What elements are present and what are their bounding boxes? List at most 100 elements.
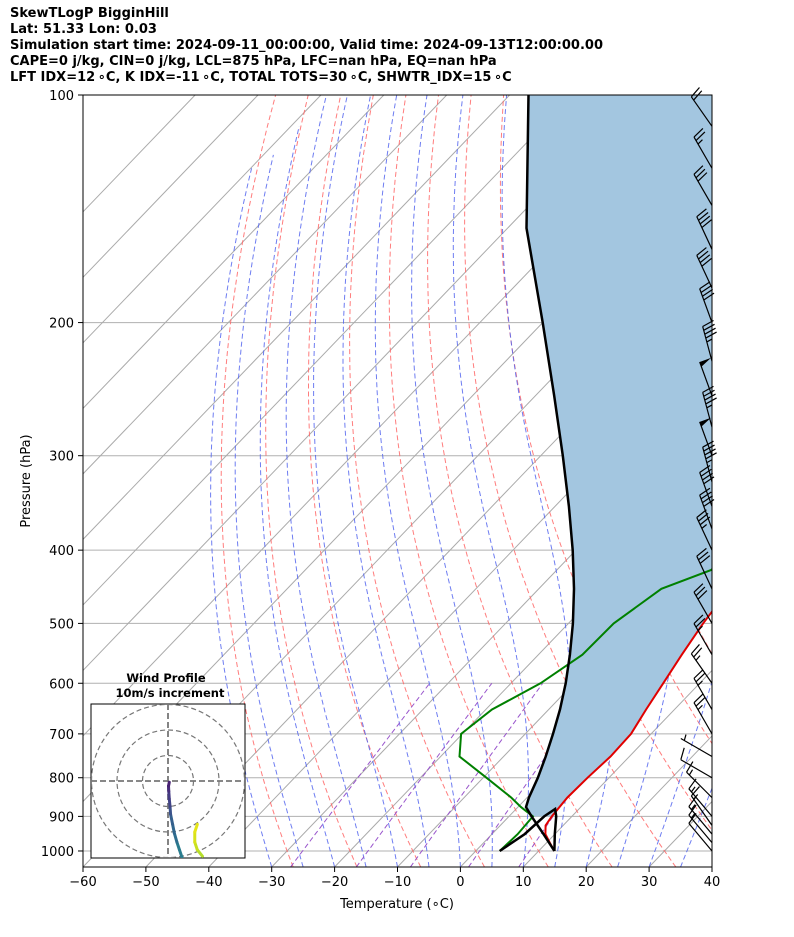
barb-half bbox=[683, 734, 687, 741]
y-tick-label: 600 bbox=[49, 677, 74, 692]
x-axis-label: Temperature (∘C) bbox=[339, 897, 454, 912]
hodograph-subtitle: 10m/s increment bbox=[116, 686, 225, 700]
location-line: Lat: 51.33 Lon: 0.03 bbox=[10, 22, 157, 37]
barb-full bbox=[697, 590, 708, 600]
moist-adiabat bbox=[342, 95, 430, 867]
barb-staff bbox=[702, 392, 713, 428]
barb-full bbox=[693, 165, 704, 175]
wind-barb bbox=[693, 614, 713, 656]
x-tick-label: 10 bbox=[515, 875, 532, 890]
cin-shading bbox=[526, 95, 712, 817]
y-tick-label: 400 bbox=[49, 544, 74, 559]
barb-full bbox=[702, 288, 714, 297]
x-tick-label: 40 bbox=[704, 875, 721, 890]
barb-full bbox=[701, 257, 712, 267]
barb-full bbox=[702, 495, 714, 504]
barb-half bbox=[697, 139, 703, 145]
barb-half bbox=[706, 459, 713, 464]
barb-full bbox=[699, 487, 711, 496]
barb-half bbox=[697, 625, 703, 631]
barb-full bbox=[680, 747, 685, 760]
isotherm-line bbox=[145, 276, 712, 867]
barb-staff bbox=[680, 738, 713, 758]
wind-barb bbox=[693, 583, 713, 624]
barb-staff bbox=[688, 823, 713, 852]
barb-full bbox=[693, 669, 704, 679]
dry-adiabat bbox=[220, 95, 294, 867]
hodograph-segment bbox=[172, 831, 179, 844]
isotherm-line bbox=[522, 669, 712, 867]
isotherm-line bbox=[83, 95, 259, 279]
y-axis: 1000 900 800 700 600 500 400 300 200 100 bbox=[41, 89, 83, 860]
barb-full bbox=[705, 452, 717, 460]
dry-adiabat bbox=[265, 95, 358, 867]
hodograph-low-segment bbox=[193, 822, 199, 834]
barb-full bbox=[693, 647, 703, 658]
barb-staff bbox=[693, 702, 713, 735]
isotherm-line bbox=[711, 866, 712, 867]
barb-staff bbox=[696, 255, 713, 289]
moist-adiabat bbox=[313, 95, 398, 867]
wind-barb bbox=[680, 747, 713, 779]
barb-half bbox=[688, 769, 694, 776]
barb-staff bbox=[696, 216, 713, 250]
barb-staff bbox=[688, 814, 713, 844]
barb-full bbox=[695, 586, 706, 597]
index-line: LFT IDX=12 ∘C, K IDX=-11 ∘C, TOTAL TOTS=… bbox=[10, 70, 512, 85]
barb-full bbox=[697, 172, 708, 182]
barb-full bbox=[695, 672, 706, 683]
barb-full bbox=[693, 693, 704, 704]
dry-adiabat bbox=[427, 95, 613, 867]
barb-staff bbox=[699, 288, 713, 323]
dry-adiabat bbox=[308, 95, 422, 867]
barb-full bbox=[690, 786, 700, 797]
barb-full bbox=[693, 128, 704, 138]
barb-staff bbox=[699, 494, 713, 530]
moist-adiabat bbox=[411, 95, 493, 867]
barb-full bbox=[698, 551, 709, 561]
barb-pennant bbox=[699, 357, 711, 367]
barb-half bbox=[690, 786, 696, 793]
wind-barb bbox=[686, 761, 713, 799]
barb-full bbox=[705, 397, 717, 405]
barb-half bbox=[706, 404, 713, 409]
wind-barb bbox=[696, 509, 713, 551]
x-tick-label: −50 bbox=[132, 875, 159, 890]
x-axis: −60 −50 −40 −30 −20 −10 0 10 20 30 40 bbox=[69, 867, 720, 890]
barb-full bbox=[693, 614, 704, 624]
isotherm-line bbox=[83, 95, 573, 606]
y-tick-label: 100 bbox=[49, 89, 74, 104]
x-tick-label: −20 bbox=[321, 875, 348, 890]
barb-full bbox=[705, 331, 717, 339]
barb-staff bbox=[690, 96, 713, 127]
barb-staff bbox=[688, 806, 713, 835]
moist-adiabat bbox=[648, 679, 712, 867]
y-tick-label: 900 bbox=[49, 810, 74, 825]
barb-staff bbox=[686, 771, 713, 799]
y-tick-label: 800 bbox=[49, 772, 74, 787]
barb-half bbox=[701, 524, 708, 529]
barb-half bbox=[697, 704, 703, 711]
barb-staff bbox=[702, 326, 713, 362]
moist-adiabat bbox=[680, 786, 712, 867]
isotherm-line bbox=[83, 95, 636, 672]
barb-full bbox=[693, 583, 704, 593]
hodograph-plot bbox=[91, 704, 245, 858]
cape-cin-fill bbox=[526, 95, 712, 817]
parcel-line bbox=[524, 95, 576, 852]
wind-barb bbox=[693, 693, 713, 735]
mixing-ratio-line bbox=[409, 683, 544, 867]
moist-adiabat bbox=[210, 168, 273, 867]
barb-full bbox=[703, 389, 715, 397]
barb-full bbox=[695, 168, 706, 179]
y-axis-label: Pressure (hPa) bbox=[19, 434, 34, 527]
barb-staff bbox=[699, 361, 713, 397]
barb-full bbox=[690, 644, 700, 655]
barb-staff bbox=[690, 653, 713, 684]
chart-header: SkewTLogP BigginHill Lat: 51.33 Lon: 0.0… bbox=[10, 6, 603, 86]
isotherm-line bbox=[83, 95, 510, 541]
hodograph-title: Wind Profile bbox=[126, 671, 206, 685]
time-line: Simulation start time: 2024-09-11_00:00:… bbox=[10, 38, 603, 53]
wind-barb bbox=[699, 417, 713, 456]
